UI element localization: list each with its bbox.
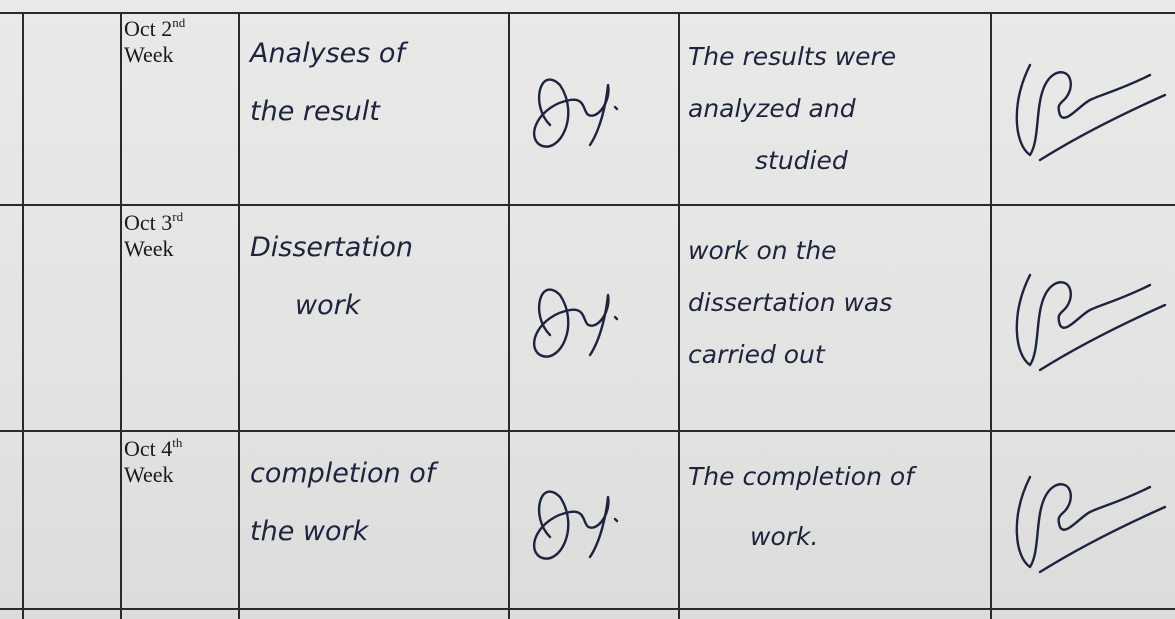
signature-stroke: [532, 490, 619, 560]
week-line: Oct 4th: [124, 436, 182, 462]
column-divider: [238, 12, 240, 619]
week-suffix: th: [172, 435, 183, 450]
signature-stroke: [1015, 273, 1167, 372]
supervisor-signature: [532, 490, 619, 560]
column-divider: [990, 12, 992, 619]
week-date: Oct 3: [124, 210, 173, 235]
remarks-text: dissertation was: [688, 288, 893, 317]
activity-text: completion of: [250, 458, 436, 489]
week-date: Oct 4: [124, 436, 173, 461]
activity-text: work: [295, 290, 361, 321]
remarks-text: The results were: [688, 42, 897, 71]
signature-stroke: [1015, 63, 1167, 162]
supervisor-signature: [532, 288, 619, 358]
week-word: Week: [124, 236, 174, 261]
week-label: Oct 3rd Week: [124, 210, 183, 262]
table-border: [0, 608, 1175, 610]
week-date: Oct 2: [124, 16, 173, 41]
remarks-text: work.: [750, 522, 819, 551]
week-label: Oct 2nd Week: [124, 16, 185, 68]
table-border: [0, 12, 1175, 14]
activity-text: Dissertation: [250, 232, 413, 263]
week-suffix: rd: [172, 209, 184, 224]
guide-signature: [1015, 475, 1167, 574]
remarks-text: work on the: [688, 236, 837, 265]
column-divider: [678, 12, 680, 619]
row-divider: [0, 204, 1175, 206]
week-label: Oct 4th Week: [124, 436, 182, 488]
remarks-text: carried out: [688, 340, 825, 369]
remarks-text: studied: [755, 146, 848, 175]
week-line: Oct 2nd: [124, 16, 185, 42]
guide-signature: [1015, 63, 1167, 162]
activity-text: the work: [250, 516, 369, 547]
guide-signature: [1015, 273, 1167, 372]
column-divider: [120, 12, 122, 619]
column-divider: [22, 12, 24, 619]
supervisor-signature: [532, 78, 619, 148]
activity-text: the result: [250, 96, 380, 127]
week-line: Oct 3rd: [124, 210, 183, 236]
remarks-text: The completion of: [688, 462, 914, 491]
remarks-text: analyzed and: [688, 94, 856, 123]
column-divider: [508, 12, 510, 619]
week-word: Week: [124, 42, 174, 67]
signature-stroke: [532, 78, 619, 148]
week-suffix: nd: [172, 15, 186, 30]
week-word: Week: [124, 462, 174, 487]
activity-text: Analyses of: [250, 38, 405, 69]
signature-stroke: [1015, 475, 1167, 574]
row-divider: [0, 430, 1175, 432]
signature-stroke: [532, 288, 619, 358]
